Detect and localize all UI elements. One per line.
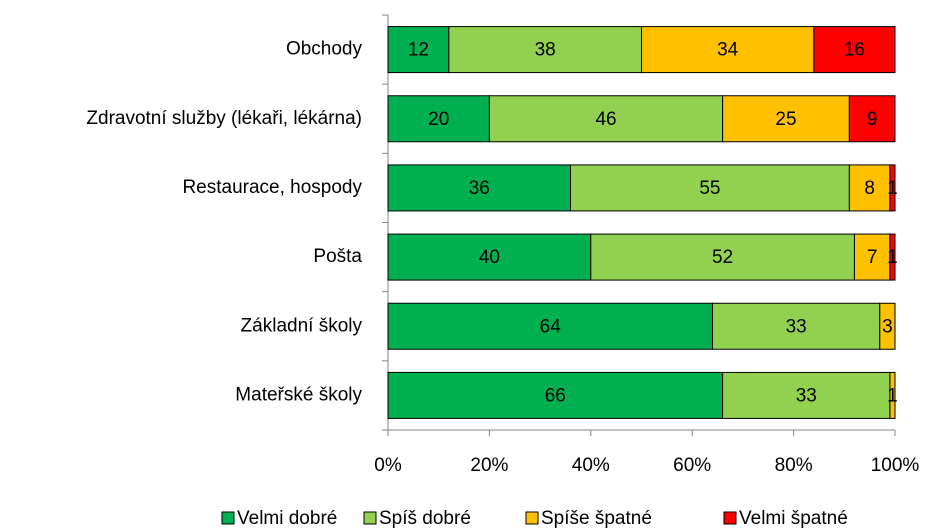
bar-segment: [879, 302, 896, 350]
bar-segment: [722, 371, 891, 419]
bar-segment: [387, 371, 724, 419]
data-label: 38: [535, 40, 556, 61]
legend-label: Velmi dobré: [237, 508, 337, 529]
y-tick-label: Mateřské školy: [235, 384, 362, 405]
y-tick-label: Zdravotní služby (lékaři, lékárna): [86, 108, 362, 129]
bar-segment: [889, 371, 896, 419]
data-label: 12: [408, 40, 429, 61]
bar-segment: [570, 164, 850, 212]
bar-segment: [889, 164, 896, 212]
data-label: 7: [867, 247, 878, 268]
legend-label: Spíše špatné: [541, 508, 652, 529]
bar-segment: [488, 95, 724, 143]
y-tick-label: Základní školy: [241, 315, 363, 336]
data-label: 25: [775, 109, 796, 130]
data-label: 46: [595, 109, 616, 130]
data-label: 40: [479, 247, 500, 268]
bar-segment: [590, 233, 855, 281]
y-tick-label: Obchody: [286, 39, 363, 60]
legend-label: Spíš dobré: [379, 508, 471, 529]
bar-segment: [722, 95, 850, 143]
legend-label: Velmi špatné: [739, 508, 848, 529]
y-tick-label: Pošta: [313, 246, 362, 267]
data-label: 64: [540, 316, 562, 337]
bar-segment: [387, 164, 572, 212]
data-label: 34: [717, 40, 739, 61]
data-label: 36: [469, 178, 490, 199]
bar-segment: [848, 95, 896, 143]
data-label: 1: [887, 385, 898, 406]
data-label: 66: [545, 385, 566, 406]
data-label: 16: [844, 40, 865, 61]
data-label: 8: [864, 178, 875, 199]
data-label: 9: [867, 109, 878, 130]
x-tick-label: 60%: [673, 455, 711, 476]
legend-swatch: [363, 511, 377, 525]
bar-segment: [889, 233, 896, 281]
data-label: 52: [712, 247, 733, 268]
bar-segment: [848, 164, 891, 212]
bar-segment: [387, 26, 450, 74]
data-label: 55: [699, 178, 720, 199]
data-label: 33: [796, 385, 817, 406]
x-tick-label: 0%: [374, 455, 402, 476]
bar-segment: [711, 302, 881, 350]
bar-segment: [853, 233, 891, 281]
legend-swatch: [525, 511, 539, 525]
data-label: 33: [786, 316, 807, 337]
data-label: 20: [428, 109, 449, 130]
bar-segment: [641, 26, 815, 74]
x-tick-label: 80%: [775, 455, 813, 476]
y-tick-label: Restaurace, hospody: [182, 177, 362, 198]
data-label: 1: [887, 178, 898, 199]
x-tick-label: 20%: [470, 455, 508, 476]
legend-swatch: [723, 511, 737, 525]
legend-swatch: [221, 511, 235, 525]
x-tick-label: 100%: [871, 455, 920, 476]
data-label: 1: [887, 247, 898, 268]
data-label: 3: [882, 316, 893, 337]
x-tick-label: 40%: [572, 455, 610, 476]
bar-segment: [387, 233, 592, 281]
bar-segment: [387, 302, 713, 350]
bar-segment: [813, 26, 896, 74]
bar-segment: [387, 95, 490, 143]
